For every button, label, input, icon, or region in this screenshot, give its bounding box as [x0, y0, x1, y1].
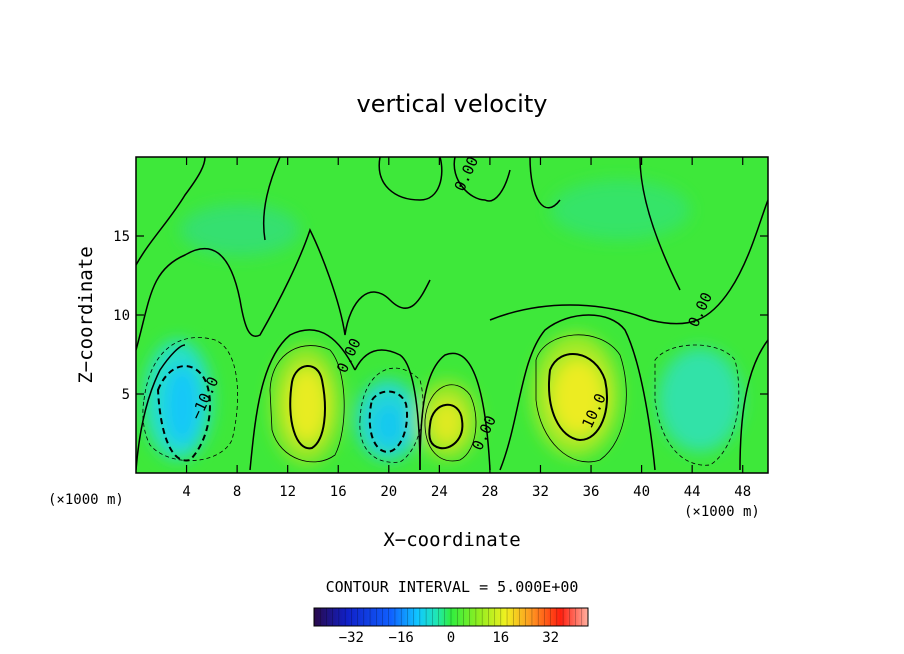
x-tick-label: 28 — [481, 484, 498, 500]
x-tick-label: 8 — [233, 484, 241, 500]
x-tick-label: 12 — [279, 484, 296, 500]
x-tick-label: 36 — [583, 484, 600, 500]
x-tick-label: 40 — [633, 484, 650, 500]
x-unit-left: (×1000 m) — [48, 492, 124, 508]
y-axis-ticks: 5 10 15 — [113, 229, 768, 403]
colorbar — [313, 607, 589, 627]
x-tick-label: 32 — [532, 484, 549, 500]
y-tick-label: 5 — [122, 387, 130, 403]
colorbar-stripes — [319, 608, 583, 626]
y-tick-label: 15 — [113, 229, 130, 245]
colorbar-tick-label: −32 — [339, 630, 364, 646]
colorbar-tick-label: 0 — [447, 630, 455, 646]
x-tick-label: 44 — [684, 484, 701, 500]
x-tick-label: 48 — [734, 484, 751, 500]
colorbar-tick-label: 16 — [492, 630, 509, 646]
x-tick-label: 20 — [380, 484, 397, 500]
x-tick-label: 16 — [330, 484, 347, 500]
x-tick-label: 4 — [182, 484, 190, 500]
x-tick-label: 24 — [431, 484, 448, 500]
contour-interval-text: CONTOUR INTERVAL = 5.000E+00 — [326, 578, 579, 596]
chart-title: vertical velocity — [357, 90, 548, 118]
x-axis-ticks: 4 8 12 16 20 24 28 32 36 40 44 48 — [182, 157, 751, 500]
colorbar-tick-label: −16 — [389, 630, 414, 646]
x-unit-right: (×1000 m) — [684, 504, 760, 520]
y-tick-label: 10 — [113, 308, 130, 324]
contour-lines — [136, 157, 768, 471]
colorbar-tick-label: 32 — [542, 630, 559, 646]
y-axis-label: Z−coordinate — [75, 246, 97, 383]
colorbar-ticks: −32 −16 0 16 32 — [339, 630, 559, 646]
heatmap-field — [136, 157, 768, 473]
x-axis-label: X−coordinate — [383, 529, 520, 551]
